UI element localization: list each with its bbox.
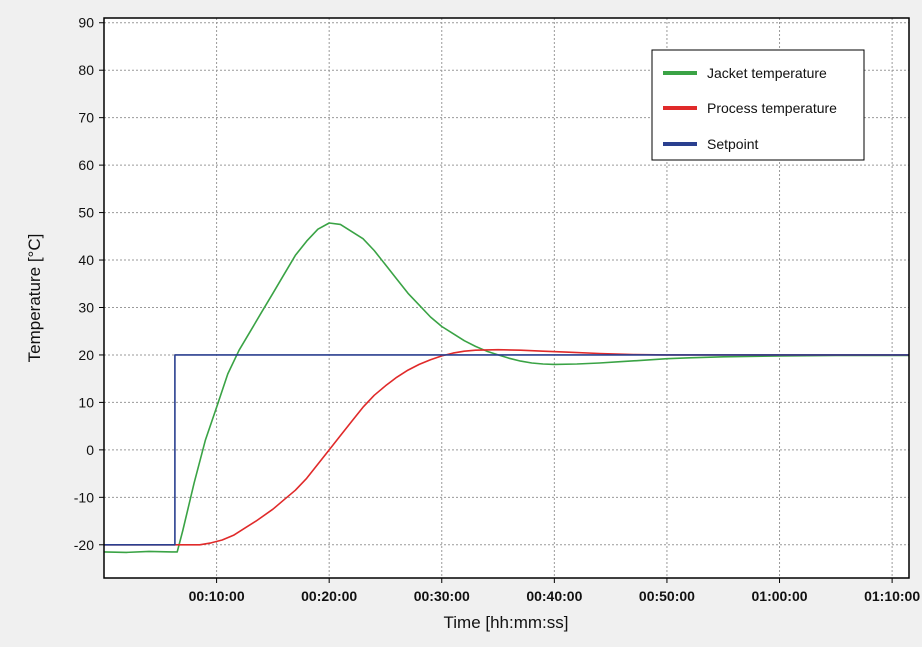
y-tick-label: 60 bbox=[78, 157, 94, 173]
y-tick-labels: -20 -10 0 10 20 30 40 50 60 70 80 90 bbox=[74, 15, 94, 553]
y-tick-label: 30 bbox=[78, 299, 94, 315]
y-tick-label: 10 bbox=[78, 394, 94, 410]
x-tick-label: 00:10:00 bbox=[189, 588, 245, 604]
legend-label-process: Process temperature bbox=[707, 100, 837, 116]
y-tick-label: 80 bbox=[78, 62, 94, 78]
y-tick-label: 40 bbox=[78, 252, 94, 268]
x-tick-label: 01:00:00 bbox=[752, 588, 808, 604]
legend-swatch-process bbox=[663, 106, 697, 110]
x-tick-label: 00:40:00 bbox=[526, 588, 582, 604]
axes-layer bbox=[99, 17, 910, 583]
y-tick-label: 20 bbox=[78, 347, 94, 363]
legend-box bbox=[651, 49, 865, 161]
series-line-jacket-temperature bbox=[103, 222, 909, 554]
legend: Jacket temperature Process temperature S… bbox=[651, 49, 865, 161]
x-axis-title: Time [hh:mm:ss] bbox=[444, 613, 569, 632]
legend-label-setpoint: Setpoint bbox=[707, 136, 758, 152]
series-line-process-temperature bbox=[104, 348, 909, 546]
y-tick-label: 90 bbox=[78, 15, 94, 31]
x-tick-label: 00:30:00 bbox=[414, 588, 470, 604]
y-tick-label: 50 bbox=[78, 205, 94, 221]
series-line-setpoint bbox=[104, 354, 909, 546]
legend-swatch-setpoint bbox=[663, 142, 697, 146]
legend-swatch-jacket bbox=[663, 71, 697, 75]
series-layer bbox=[103, 222, 909, 554]
y-axis-title: Temperature [°C] bbox=[25, 234, 44, 363]
x-tick-label: 01:10:00 bbox=[864, 588, 920, 604]
x-tick-label: 00:50:00 bbox=[639, 588, 695, 604]
plot-frame bbox=[103, 17, 910, 579]
x-tick-labels: 00:10:00 00:20:00 00:30:00 00:40:00 00:50:00… bbox=[189, 588, 921, 604]
y-tick-label: -10 bbox=[74, 489, 94, 505]
y-tick-label: -20 bbox=[74, 537, 94, 553]
x-tick-label: 00:20:00 bbox=[301, 588, 357, 604]
y-tick-label: 0 bbox=[86, 442, 94, 458]
legend-label-jacket: Jacket temperature bbox=[707, 65, 827, 81]
y-tick-label: 70 bbox=[78, 110, 94, 126]
